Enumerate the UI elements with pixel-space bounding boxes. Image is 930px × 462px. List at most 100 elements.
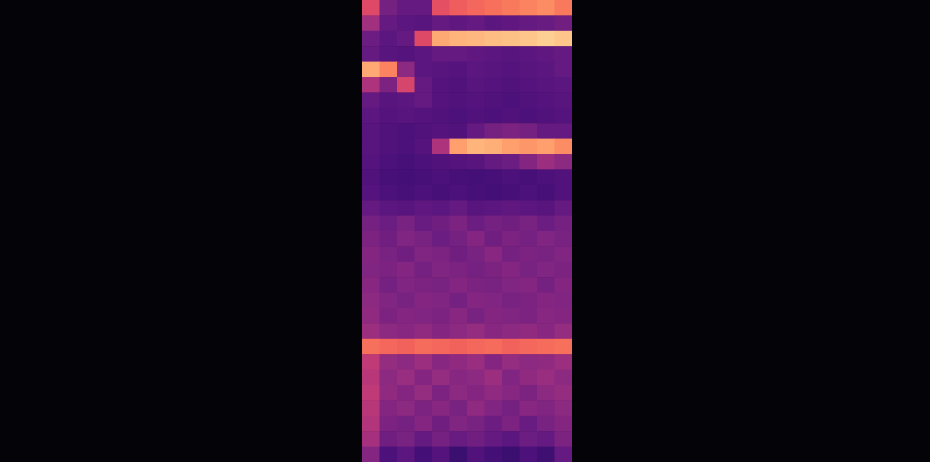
heatmap-cell xyxy=(415,31,433,47)
heatmap-cell xyxy=(432,154,450,170)
heatmap-cell xyxy=(502,416,520,432)
heatmap-cell xyxy=(537,46,555,62)
heatmap-cell xyxy=(432,385,450,401)
heatmap-cell xyxy=(432,277,450,293)
heatmap-cell xyxy=(415,308,433,324)
heatmap-cell xyxy=(485,231,503,247)
heatmap-cell xyxy=(380,92,398,108)
heatmap-cell xyxy=(432,216,450,232)
heatmap-cell xyxy=(397,431,415,447)
heatmap-cell xyxy=(502,385,520,401)
heatmap-cell xyxy=(485,447,503,462)
heatmap-cell xyxy=(467,323,485,339)
heatmap-cell xyxy=(467,246,485,262)
heatmap-cell xyxy=(362,354,380,370)
heatmap-cell xyxy=(555,139,573,155)
heatmap-cell xyxy=(467,370,485,386)
heatmap-cell xyxy=(537,323,555,339)
heatmap-cell xyxy=(502,370,520,386)
heatmap-cell xyxy=(415,77,433,93)
heatmap-cell xyxy=(450,154,468,170)
heatmap-cell xyxy=(555,108,573,124)
heatmap-cell xyxy=(467,277,485,293)
heatmap-cell xyxy=(450,323,468,339)
heatmap-cell xyxy=(537,185,555,201)
heatmap-cell xyxy=(502,0,520,16)
heatmap-cell xyxy=(397,277,415,293)
heatmap-cell xyxy=(415,154,433,170)
heatmap-cell xyxy=(537,169,555,185)
heatmap-cell xyxy=(555,447,573,462)
heatmap-cell xyxy=(450,231,468,247)
heatmap-cell xyxy=(555,323,573,339)
heatmap-cell xyxy=(432,323,450,339)
heatmap-cell xyxy=(555,400,573,416)
heatmap-cell xyxy=(467,139,485,155)
heatmap-cell xyxy=(450,31,468,47)
heatmap-cell xyxy=(485,216,503,232)
heatmap-cell xyxy=(415,431,433,447)
heatmap-cell xyxy=(520,277,538,293)
chart xyxy=(0,0,930,462)
heatmap-cell xyxy=(520,216,538,232)
heatmap-cell xyxy=(520,31,538,47)
heatmap-cell xyxy=(362,123,380,139)
heatmap-cell xyxy=(555,77,573,93)
heatmap-cell xyxy=(380,139,398,155)
heatmap-cell xyxy=(467,431,485,447)
heatmap-cell xyxy=(485,154,503,170)
heatmap-cell xyxy=(537,431,555,447)
heatmap-cell xyxy=(555,15,573,31)
heatmap-cell xyxy=(485,354,503,370)
heatmap-cell xyxy=(520,431,538,447)
heatmap-cell xyxy=(555,216,573,232)
heatmap-cell xyxy=(502,123,520,139)
heatmap-cell xyxy=(362,231,380,247)
heatmap-cell xyxy=(432,339,450,355)
heatmap-cell xyxy=(520,447,538,462)
heatmap-cell xyxy=(362,370,380,386)
heatmap-cell xyxy=(520,246,538,262)
heatmap-cells xyxy=(362,0,572,462)
heatmap-cell xyxy=(432,431,450,447)
heatmap-cell xyxy=(467,92,485,108)
heatmap-cell xyxy=(467,108,485,124)
heatmap-cell xyxy=(397,46,415,62)
heatmap-cell xyxy=(450,385,468,401)
heatmap-cell xyxy=(537,400,555,416)
heatmap-cell xyxy=(362,200,380,216)
heatmap-cell xyxy=(555,431,573,447)
heatmap-cell xyxy=(380,447,398,462)
heatmap-cell xyxy=(555,293,573,309)
heatmap-cell xyxy=(520,416,538,432)
heatmap-cell xyxy=(467,354,485,370)
heatmap-cell xyxy=(450,123,468,139)
heatmap-cell xyxy=(537,277,555,293)
heatmap-cell xyxy=(415,354,433,370)
heatmap-cell xyxy=(520,185,538,201)
heatmap-cell xyxy=(362,185,380,201)
heatmap-cell xyxy=(555,416,573,432)
heatmap-cell xyxy=(415,400,433,416)
heatmap-cell xyxy=(432,62,450,78)
heatmap-cell xyxy=(467,416,485,432)
heatmap-cell xyxy=(380,169,398,185)
heatmap-cell xyxy=(467,308,485,324)
heatmap-cell xyxy=(502,262,520,278)
heatmap-cell xyxy=(380,0,398,16)
heatmap-cell xyxy=(450,400,468,416)
heatmap-cell xyxy=(520,262,538,278)
heatmap-cell xyxy=(432,123,450,139)
heatmap-cell xyxy=(362,246,380,262)
heatmap-cell xyxy=(555,246,573,262)
heatmap-cell xyxy=(432,200,450,216)
heatmap-cell xyxy=(502,323,520,339)
heatmap-cell xyxy=(415,216,433,232)
heatmap-cell xyxy=(502,31,520,47)
heatmap-cell xyxy=(415,385,433,401)
heatmap-cell xyxy=(555,185,573,201)
heatmap-cell xyxy=(415,447,433,462)
heatmap-cell xyxy=(362,339,380,355)
heatmap-cell xyxy=(362,108,380,124)
heatmap-cell xyxy=(520,108,538,124)
